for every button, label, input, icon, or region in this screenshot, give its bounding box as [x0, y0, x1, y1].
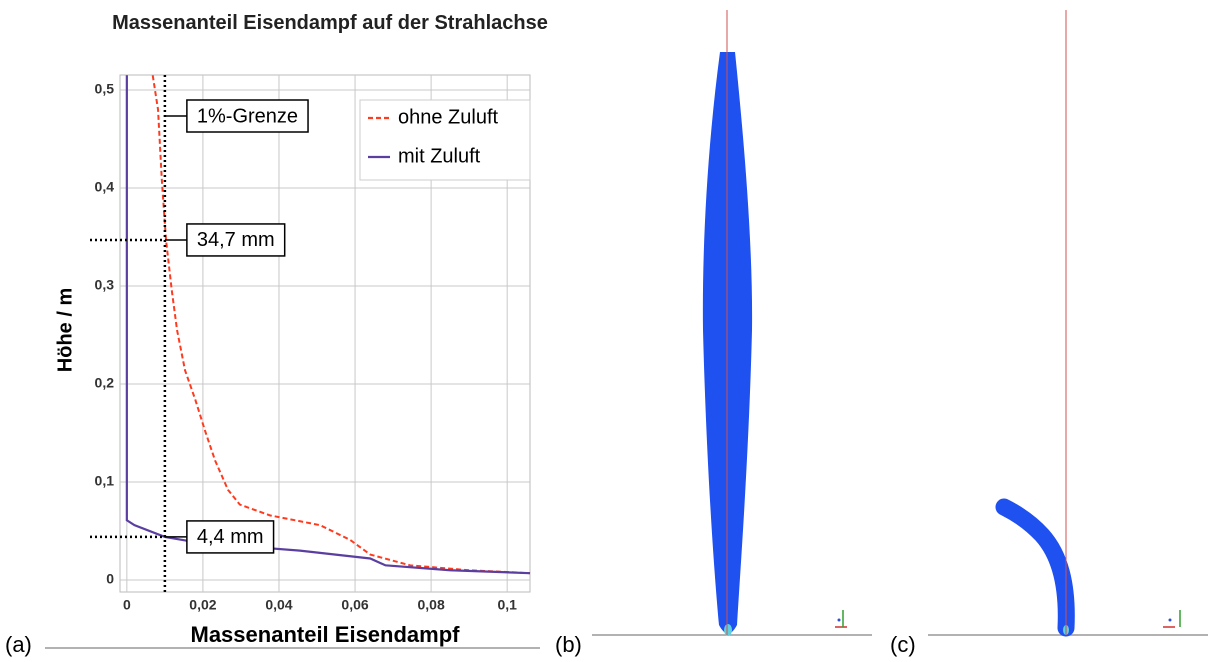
- figure-canvas: (a) (b) (c) Massenanteil Eisendampf Höhe…: [0, 0, 1208, 662]
- y-tick-label: 0,4: [95, 179, 115, 195]
- axis-icon: [1163, 610, 1180, 627]
- x-tick-label: 0,04: [265, 597, 292, 613]
- chart-title: Massenanteil Eisendampf auf der Strahlac…: [110, 6, 550, 40]
- y-axis-label: Höhe / m: [54, 288, 76, 372]
- x-tick-label: 0: [123, 597, 131, 613]
- axis-icon: [835, 610, 847, 627]
- annotation-label: 4,4 mm: [197, 526, 264, 548]
- plume-core: [724, 624, 732, 636]
- x-axis-label: Massenanteil Eisendampf: [191, 622, 461, 647]
- x-tick-label: 0,08: [417, 597, 444, 613]
- legend-label: ohne Zuluft: [398, 106, 499, 128]
- y-tick-label: 0,2: [95, 375, 115, 391]
- y-tick-label: 0,5: [95, 81, 115, 97]
- vapor-plume: [1004, 507, 1066, 628]
- legend-label: mit Zuluft: [398, 145, 481, 167]
- panel-label: (a): [5, 632, 32, 657]
- y-tick-label: 0,3: [95, 277, 115, 293]
- y-tick-label: 0: [106, 571, 114, 587]
- annotation-label: 34,7 mm: [197, 229, 275, 251]
- x-tick-label: 0,06: [341, 597, 368, 613]
- x-tick-label: 0,1: [497, 597, 517, 613]
- panel-label: (c): [890, 632, 916, 657]
- y-tick-label: 0,1: [95, 473, 115, 489]
- x-tick-label: 0,02: [189, 597, 216, 613]
- figure: (a) (b) (c) Massenanteil Eisendampf Höhe…: [0, 0, 1208, 662]
- panel-label: (b): [555, 632, 582, 657]
- annotation-label: 1%-Grenze: [197, 105, 298, 127]
